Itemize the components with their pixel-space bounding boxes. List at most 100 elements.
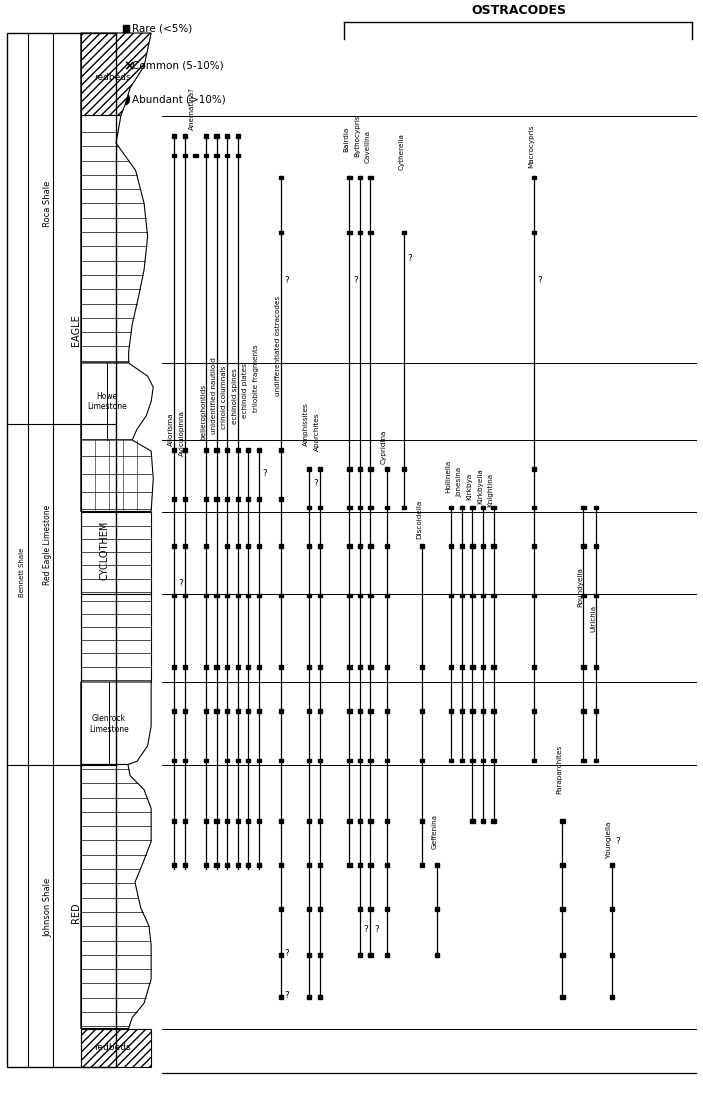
Bar <box>532 506 536 509</box>
Bar <box>246 710 250 713</box>
Polygon shape <box>81 116 148 363</box>
Bar <box>204 154 208 157</box>
Bar <box>385 954 389 957</box>
Text: EAGLE: EAGLE <box>71 315 81 345</box>
Text: Discoidella: Discoidella <box>415 499 422 539</box>
Bar <box>183 497 187 500</box>
Bar <box>581 506 586 509</box>
Bar <box>236 134 240 138</box>
Bar <box>214 154 219 157</box>
Bar <box>385 908 389 911</box>
Bar <box>279 759 283 762</box>
Text: ?: ? <box>178 579 183 587</box>
Bar <box>560 996 565 999</box>
Bar <box>204 666 208 669</box>
Text: Cytherella: Cytherella <box>398 133 404 170</box>
Polygon shape <box>81 594 151 682</box>
Bar <box>225 544 229 548</box>
Bar <box>172 449 176 452</box>
Bar <box>532 231 536 234</box>
Bar <box>257 449 261 452</box>
Bar <box>172 864 176 867</box>
Text: Bairdia: Bairdia <box>343 126 349 152</box>
Bar <box>460 544 464 548</box>
Bar <box>318 506 322 509</box>
Bar <box>183 864 187 867</box>
Bar <box>204 544 208 548</box>
Bar <box>214 864 219 867</box>
Bar <box>610 864 614 867</box>
Bar <box>246 759 250 762</box>
Bar <box>581 710 586 713</box>
Bar <box>594 506 598 509</box>
Text: Aviculopinna: Aviculopinna <box>179 410 185 456</box>
Text: ?: ? <box>285 991 290 1000</box>
Bar <box>385 864 389 867</box>
Bar <box>594 594 598 597</box>
Bar <box>560 908 565 911</box>
Text: Roundyella: Roundyella <box>577 568 583 607</box>
Bar <box>385 759 389 762</box>
Bar <box>358 954 362 957</box>
Bar <box>470 710 475 713</box>
Bar <box>183 449 187 452</box>
Text: ?: ? <box>374 925 379 934</box>
Bar <box>594 759 598 762</box>
Bar <box>449 759 453 762</box>
Text: ×: × <box>123 59 135 73</box>
Text: Johnson Shale: Johnson Shale <box>44 878 52 937</box>
Bar <box>368 820 373 823</box>
Bar <box>204 134 208 138</box>
Bar <box>368 506 373 509</box>
Text: Rare (<5%): Rare (<5%) <box>132 23 193 34</box>
Bar <box>491 506 496 509</box>
Text: Glenrock
Limestone: Glenrock Limestone <box>89 714 129 734</box>
Bar <box>246 497 250 500</box>
Text: RED: RED <box>71 903 81 923</box>
Bar <box>420 864 424 867</box>
Bar <box>172 710 176 713</box>
Bar <box>347 544 352 548</box>
Text: Bythocypris: Bythocypris <box>354 114 360 157</box>
Bar <box>318 468 322 471</box>
Bar <box>257 710 261 713</box>
Bar <box>225 497 229 500</box>
Bar <box>532 544 536 548</box>
Bar <box>279 954 283 957</box>
Bar <box>236 666 240 669</box>
Bar <box>449 710 453 713</box>
Bar <box>560 820 565 823</box>
Text: CYCLOTHEM: CYCLOTHEM <box>99 520 109 580</box>
Bar <box>318 594 322 597</box>
Bar <box>214 666 219 669</box>
Text: Bennett Shale: Bennett Shale <box>20 548 25 596</box>
Bar <box>385 820 389 823</box>
Bar <box>385 710 389 713</box>
Bar <box>532 759 536 762</box>
Bar <box>358 710 362 713</box>
Bar <box>236 864 240 867</box>
Bar <box>279 710 283 713</box>
Text: echinoid plates: echinoid plates <box>242 363 248 418</box>
Bar <box>368 864 373 867</box>
Bar <box>318 759 322 762</box>
Bar <box>385 506 389 509</box>
Bar <box>402 231 406 234</box>
Text: ?: ? <box>285 276 290 285</box>
Text: OSTRACODES: OSTRACODES <box>471 3 566 16</box>
Bar <box>358 594 362 597</box>
Bar <box>420 759 424 762</box>
Bar <box>435 864 439 867</box>
Bar <box>172 497 176 500</box>
Text: crinoid columnals: crinoid columnals <box>221 365 227 429</box>
Bar <box>491 710 496 713</box>
Text: Geffenina: Geffenina <box>431 814 437 849</box>
Bar <box>172 594 176 597</box>
Bar <box>581 666 586 669</box>
Bar <box>402 468 406 471</box>
Bar <box>318 544 322 548</box>
Bar <box>318 820 322 823</box>
Bar <box>318 954 322 957</box>
Bar <box>204 449 208 452</box>
Bar <box>204 497 208 500</box>
